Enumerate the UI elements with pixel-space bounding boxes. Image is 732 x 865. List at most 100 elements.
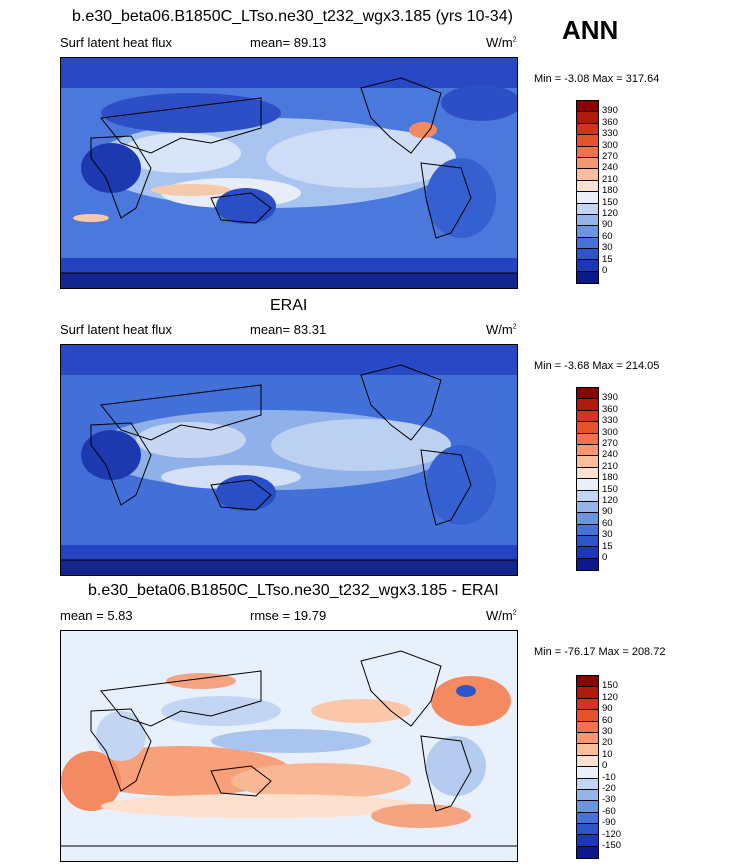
colorbar-label: 150 [602,196,618,208]
panel3-map [60,630,518,862]
panel2-title: ERAI [270,297,308,314]
colorbar-segment [577,146,598,158]
panel3-colorbar [576,675,599,860]
colorbar-label: 90 [602,219,613,231]
colorbar-label: 120 [602,691,618,703]
colorbar-label: 150 [602,483,618,495]
colorbar-segment [577,410,598,423]
colorbar-segment [577,203,598,215]
colorbar-segment [577,433,598,445]
panel1-mean-label: mean= 89.13 [250,35,327,50]
panel3-mean-label: mean = 5.83 [60,608,133,623]
colorbar-segment [577,112,598,124]
colorbar-segment [577,767,598,779]
panel3-map-field [61,631,517,861]
season-label: ANN [562,15,619,45]
panel1-variable-label: Surf latent heat flux [60,35,173,50]
panel1-map-field [61,58,517,288]
colorbar-label: 15 [602,253,613,265]
colorbar-segment [577,744,598,756]
colorbar-label: 210 [602,460,618,472]
colorbar-segment [577,169,598,181]
colorbar-segment [577,547,598,559]
colorbar-segment [577,835,598,847]
panel3-rmse-label: rmse = 19.79 [250,608,327,623]
colorbar-segment [577,536,598,548]
colorbar-label: 30 [602,726,613,737]
colorbar-label: 30 [602,242,613,254]
colorbar-segment [577,214,598,227]
colorbar-label: 60 [602,230,613,242]
colorbar-segment [577,524,598,537]
colorbar-segment [577,249,598,261]
colorbar-label: 360 [602,116,618,128]
panel2-units: W/m2 [486,322,517,337]
colorbar-segment [577,721,598,733]
colorbar-label: 180 [602,185,618,197]
colorbar-label: 180 [602,472,618,484]
panel2-map [60,344,518,576]
colorbar-label: 300 [602,139,618,151]
colorbar-segment [577,479,598,491]
colorbar-segment [577,513,598,525]
colorbar-segment [577,801,598,813]
colorbar-label: 15 [602,540,613,552]
colorbar-segment [577,710,598,722]
colorbar-label: 390 [602,392,618,404]
colorbar-segment [577,388,598,400]
colorbar-label: 10 [602,748,613,760]
panel1-minmax: Min = -3.08 Max = 317.64 [534,73,660,85]
colorbar-segment [577,444,598,457]
panel2-map-field [61,345,517,575]
colorbar-segment [577,676,598,688]
colorbar-label: 120 [602,495,618,506]
colorbar-label: 390 [602,105,618,117]
colorbar-label: 360 [602,403,618,415]
colorbar-label: 0 [602,552,608,563]
colorbar-label: 0 [602,760,608,772]
colorbar-segment [577,135,598,147]
colorbar-label: 330 [602,415,618,427]
colorbar-label: -150 [602,840,622,851]
panel2-mean-label: mean= 83.31 [250,322,327,337]
panel3-units: W/m2 [486,608,517,623]
colorbar-label: 270 [602,151,618,162]
colorbar-label: 270 [602,438,618,449]
colorbar-segment [577,812,598,825]
colorbar-segment [577,824,598,836]
colorbar-segment [577,123,598,136]
colorbar-label: -30 [602,794,616,806]
colorbar-segment [577,698,598,711]
colorbar-segment [577,732,598,745]
colorbar-label: 240 [602,449,618,461]
colorbar-segment [577,157,598,170]
colorbar-segment [577,226,598,238]
colorbar-label: 30 [602,529,613,541]
colorbar-segment [577,846,598,859]
colorbar-segment [577,778,598,790]
colorbar-label: 300 [602,426,618,438]
colorbar-label: 20 [602,737,613,749]
colorbar-label: 90 [602,506,613,518]
panel2-colorbar [576,387,599,572]
colorbar-segment [577,399,598,411]
colorbar-segment [577,456,598,468]
colorbar-segment [577,237,598,250]
panel1-units: W/m2 [486,35,517,50]
colorbar-label: 240 [602,162,618,174]
colorbar-label: 330 [602,128,618,140]
colorbar-label: 90 [602,703,613,715]
colorbar-label: -120 [602,828,622,840]
colorbar-label: -90 [602,817,616,829]
panel1-colorbar [576,100,599,285]
colorbar-segment [577,558,598,571]
colorbar-label: 0 [602,265,608,276]
colorbar-segment [577,687,598,699]
panel1-title: b.e30_beta06.B1850C_LTso.ne30_t232_wgx3.… [72,8,513,25]
colorbar-label: 150 [602,680,618,692]
colorbar-segment [577,101,598,113]
colorbar-segment [577,180,598,193]
panel3-title: b.e30_beta06.B1850C_LTso.ne30_t232_wgx3.… [88,582,499,599]
colorbar-segment [577,422,598,434]
colorbar-segment [577,260,598,272]
